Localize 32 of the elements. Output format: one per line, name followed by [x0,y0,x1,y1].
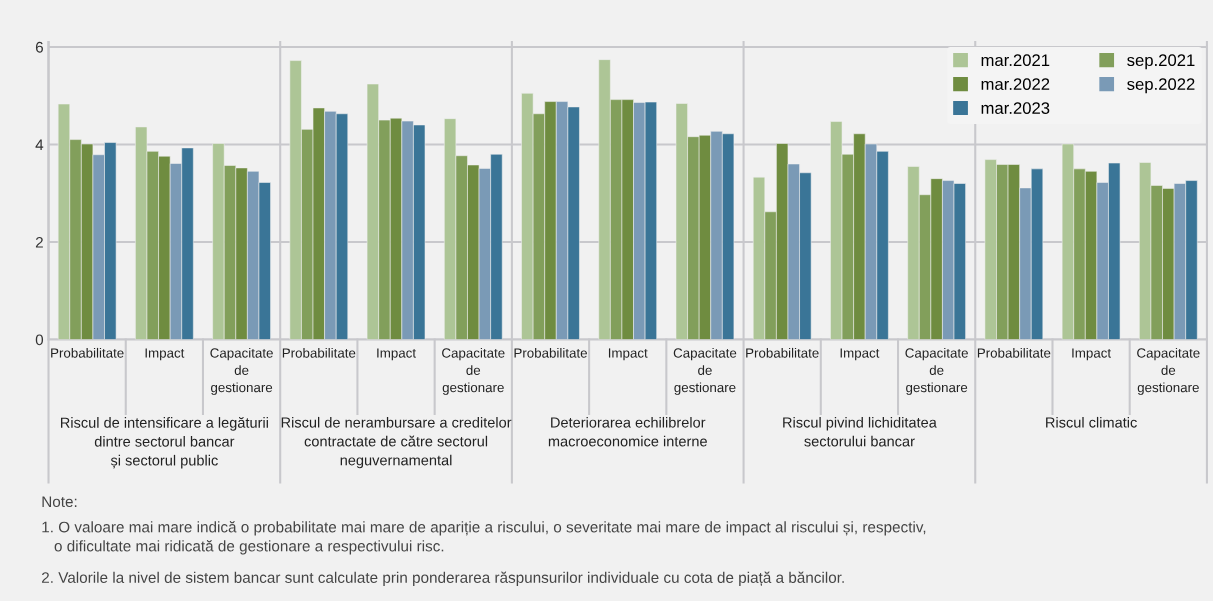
x-tick-label: Capacitate de gestionare [905,347,968,395]
text: Note: [42,496,77,508]
legend-label: sep.2021 [1127,54,1195,70]
text: 2. Valorile la nivel de sistem bancar sunt calculate prin ponderarea răspunsurilor individuale cu cota de piață a băncilor. [42,571,844,587]
x-tick-label: Probabilitate [514,347,587,358]
text: Riscul pivind lichiditatea sectorului bancar [783,416,937,447]
x-tick-label: Impact [840,348,880,361]
x-tick-label: Probabilitate [746,347,819,358]
x-tick-label: Probabilitate [51,347,124,358]
x-tick-label: Capacitate de gestionare [442,347,505,395]
text: Deteriorarea echilibrelor macroeconomice interne [548,416,707,447]
x-tick-label: Impact [1072,348,1111,361]
x-tick-label: Probabilitate [977,347,1051,358]
y-tick-label: 6 [35,41,43,53]
legend-label: mar.2023 [981,102,1050,114]
text: Riscul de intensificare a legăturii dintre sectorul bancar și sectorul public [61,416,268,469]
text: 1. O valoare mai mare indică o probabilitate mai mare de apariție a riscului, o severitate mai mare de impact al riscului și, respectiv, o dificultate mai ridicată de gestionare a respectivului risc. [42,521,926,555]
x-tick-label: Capacitate de gestionare [673,347,737,395]
legend-label: mar.2021 [981,54,1050,67]
legend-label: sep.2022 [1127,78,1195,94]
x-tick-label: Impact [145,348,185,361]
x-tick-label: Impact [608,348,648,361]
x-tick-label: Probabilitate [282,347,356,358]
y-tick-label: 0 [35,334,44,346]
x-tick-label: Impact [377,348,416,361]
y-tick-label: 2 [35,236,43,248]
text: Riscul climatic [1046,416,1137,428]
text: Riscul de nerambursare a creditelor contractate de către sectorul neguvernamental [281,416,512,469]
legend-label: mar.2022 [981,78,1050,91]
x-tick-label: Capacitate de gestionare [210,347,273,395]
y-tick-label: 4 [35,139,44,151]
x-tick-label: Capacitate de gestionare [1137,347,1200,395]
